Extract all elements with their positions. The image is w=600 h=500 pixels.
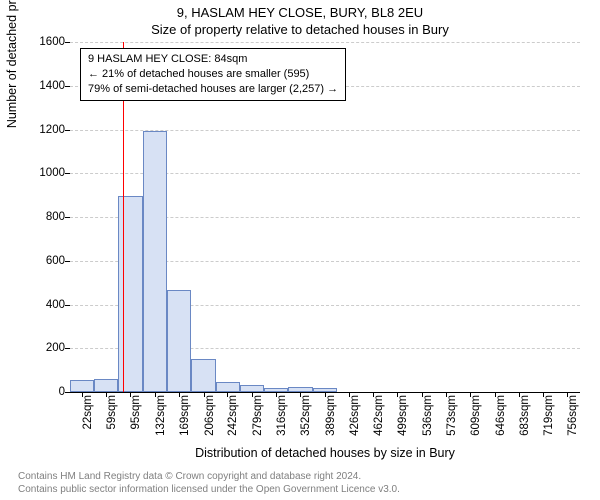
x-tick-label: 462sqm xyxy=(373,395,385,455)
x-tick-label: 499sqm xyxy=(397,395,409,455)
y-tick-label: 200 xyxy=(20,342,65,354)
y-tick-mark xyxy=(65,305,70,306)
x-tick-label: 279sqm xyxy=(252,395,264,455)
x-tick-label: 646sqm xyxy=(495,395,507,455)
x-tick-label: 573sqm xyxy=(446,395,458,455)
x-tick-label: 132sqm xyxy=(155,395,167,455)
y-tick-label: 1200 xyxy=(20,124,65,136)
y-tick-label: 800 xyxy=(20,211,65,223)
x-tick-label: 352sqm xyxy=(300,395,312,455)
histogram-bar xyxy=(191,359,215,392)
annotation-line: 79% of semi-detached houses are larger (… xyxy=(88,82,338,97)
chart-title: Size of property relative to detached ho… xyxy=(0,22,600,37)
annotation-line: 9 HASLAM HEY CLOSE: 84sqm xyxy=(88,52,338,67)
x-tick-label: 719sqm xyxy=(543,395,555,455)
y-tick-mark xyxy=(65,86,70,87)
histogram-bar xyxy=(216,382,240,392)
attribution-footer: Contains HM Land Registry data © Crown c… xyxy=(18,471,588,496)
y-tick-mark xyxy=(65,392,70,393)
y-tick-label: 1400 xyxy=(20,80,65,92)
chart-container: 9, HASLAM HEY CLOSE, BURY, BL8 2EU Size … xyxy=(0,0,600,500)
y-tick-mark xyxy=(65,348,70,349)
y-tick-mark xyxy=(65,42,70,43)
x-tick-label: 426sqm xyxy=(349,395,361,455)
x-tick-label: 316sqm xyxy=(276,395,288,455)
y-tick-label: 1600 xyxy=(20,36,65,48)
chart-supertitle: 9, HASLAM HEY CLOSE, BURY, BL8 2EU xyxy=(0,5,600,20)
x-tick-label: 756sqm xyxy=(567,395,579,455)
histogram-bar xyxy=(70,380,94,392)
x-tick-label: 169sqm xyxy=(179,395,191,455)
y-tick-label: 1000 xyxy=(20,167,65,179)
y-tick-label: 0 xyxy=(20,386,65,398)
x-tick-label: 536sqm xyxy=(422,395,434,455)
y-tick-mark xyxy=(65,261,70,262)
x-tick-label: 206sqm xyxy=(204,395,216,455)
x-tick-label: 59sqm xyxy=(106,395,118,455)
y-tick-mark xyxy=(65,217,70,218)
y-tick-label: 400 xyxy=(20,299,65,311)
x-tick-label: 242sqm xyxy=(227,395,239,455)
histogram-bar xyxy=(143,131,167,392)
annotation-box: 9 HASLAM HEY CLOSE: 84sqm ← 21% of detac… xyxy=(80,48,346,101)
histogram-bar xyxy=(167,290,191,392)
y-tick-label: 600 xyxy=(20,255,65,267)
footer-line: Contains HM Land Registry data © Crown c… xyxy=(18,471,588,484)
y-tick-mark xyxy=(65,173,70,174)
footer-line: Contains public sector information licen… xyxy=(18,484,588,497)
x-tick-label: 389sqm xyxy=(325,395,337,455)
annotation-line: ← 21% of detached houses are smaller (59… xyxy=(88,67,338,82)
y-axis-label: Number of detached properties xyxy=(5,0,19,217)
x-tick-label: 95sqm xyxy=(130,395,142,455)
x-tick-label: 609sqm xyxy=(470,395,482,455)
x-tick-label: 22sqm xyxy=(82,395,94,455)
y-tick-mark xyxy=(65,130,70,131)
gridline xyxy=(70,42,580,43)
x-tick-label: 683sqm xyxy=(519,395,531,455)
histogram-bar xyxy=(94,379,118,392)
